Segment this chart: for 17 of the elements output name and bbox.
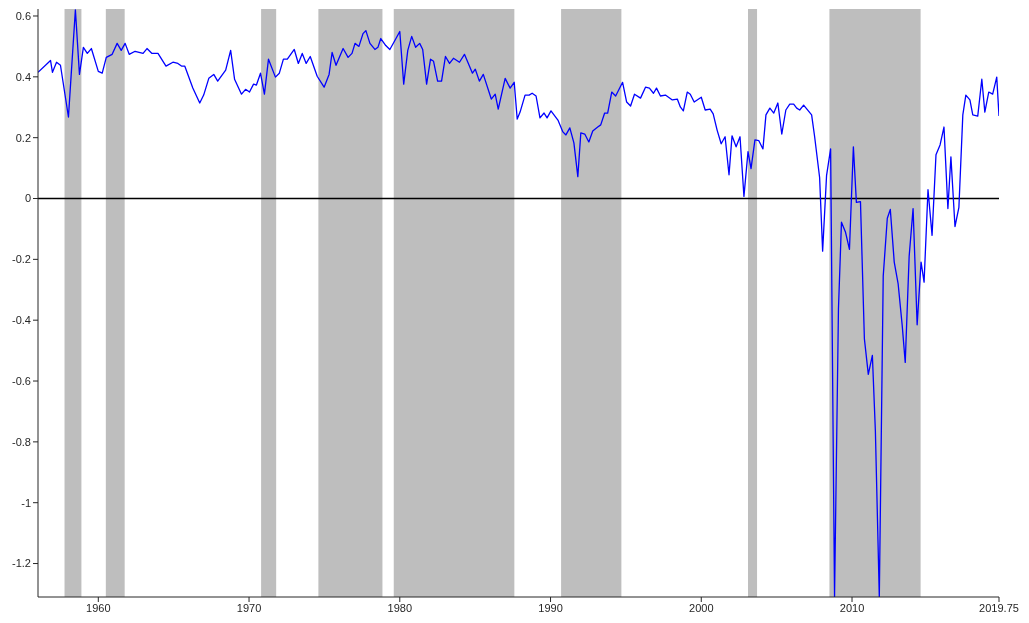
x-tick-label: 2010 <box>839 601 865 614</box>
y-tick-label: 0 <box>24 192 31 205</box>
y-tick-label: -0.8 <box>12 435 31 448</box>
y-tick-label: -0.6 <box>12 374 31 387</box>
x-tick-label: 1990 <box>538 601 563 614</box>
y-tick-label: -0.2 <box>12 253 31 266</box>
y-tick-label: -1.2 <box>12 557 31 570</box>
x-tick-label: 2019.75 <box>979 601 1019 614</box>
x-tick-label: 1960 <box>86 601 111 614</box>
x-tick-label: 1980 <box>387 601 413 614</box>
y-tick-label: 0.6 <box>15 9 31 22</box>
y-tick-label: -1 <box>21 496 31 509</box>
y-tick-label: -0.4 <box>12 314 31 327</box>
y-tick-label: 0.2 <box>15 131 31 144</box>
y-tick-label: 0.4 <box>15 70 31 83</box>
x-tick-label: 2000 <box>689 601 714 614</box>
x-tick-label: 1970 <box>236 601 262 614</box>
